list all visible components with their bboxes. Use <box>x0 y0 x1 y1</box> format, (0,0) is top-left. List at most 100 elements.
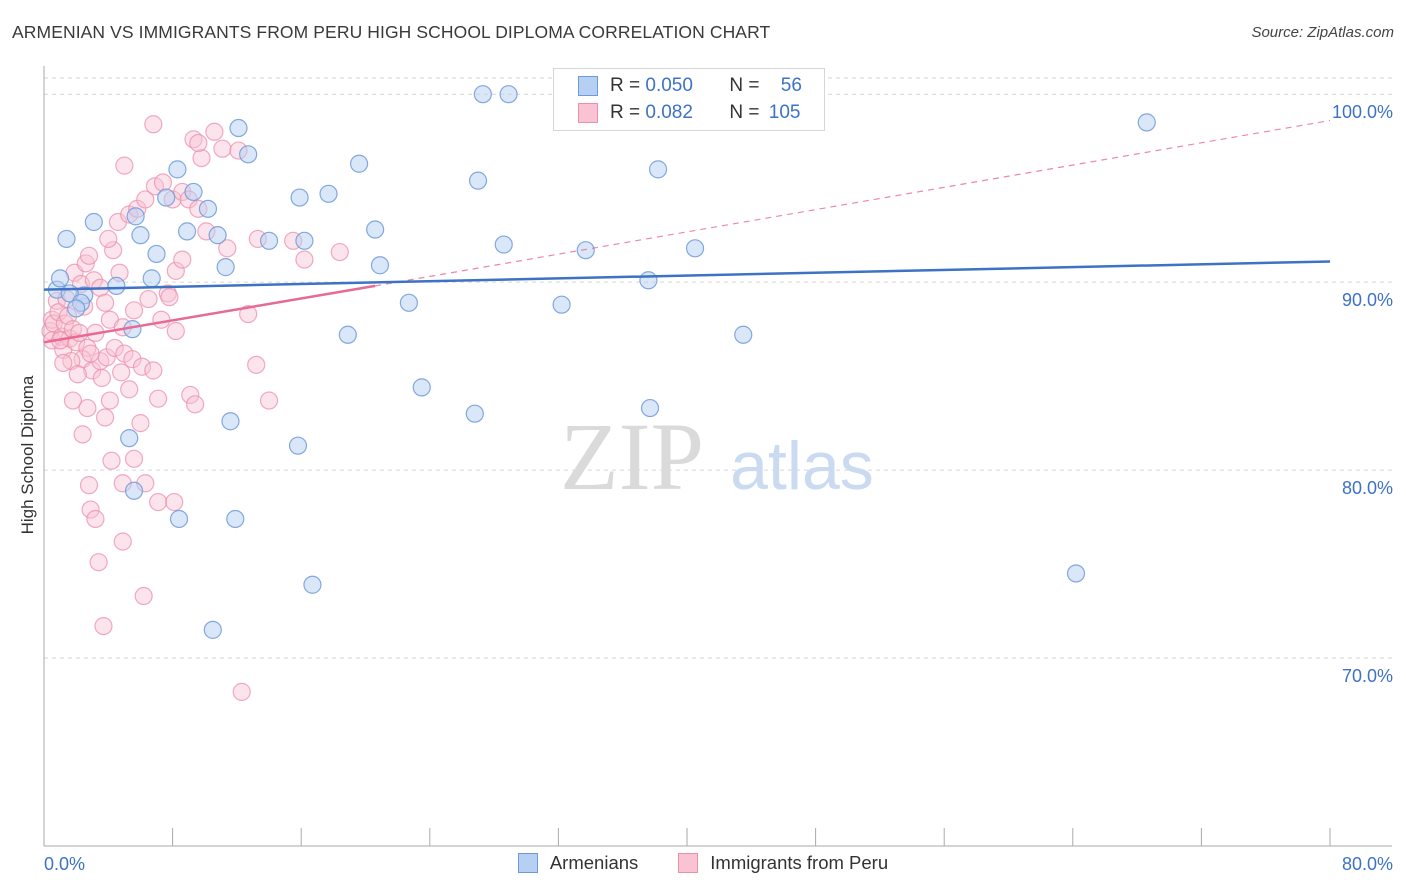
point-peru <box>78 338 97 358</box>
point-armenians <box>120 429 139 448</box>
point-armenians <box>1066 564 1086 583</box>
point-peru <box>139 289 158 309</box>
point-armenians <box>685 239 705 258</box>
trend-lines <box>43 119 1331 344</box>
legend-item-peru[interactable]: Immigrants from Peru <box>678 852 888 874</box>
point-armenians <box>576 241 595 260</box>
point-armenians <box>157 188 176 207</box>
axes <box>43 66 1392 847</box>
point-peru <box>81 500 100 519</box>
point-peru <box>186 395 205 414</box>
point-peru <box>218 239 237 258</box>
point-peru <box>239 304 258 324</box>
point-peru <box>166 261 185 280</box>
trend-line-peru <box>43 284 376 344</box>
point-peru <box>102 451 121 470</box>
y-axis-label: High School Diploma <box>18 375 37 535</box>
point-armenians <box>239 145 258 164</box>
point-armenians <box>1137 113 1156 132</box>
point-armenians <box>639 271 658 290</box>
series-legend: Armenians Immigrants from Peru <box>0 852 1406 874</box>
point-peru <box>120 380 139 399</box>
point-armenians <box>319 184 338 203</box>
point-peru <box>152 310 171 329</box>
point-peru <box>247 355 266 374</box>
point-peru <box>144 115 163 134</box>
point-armenians <box>184 182 203 202</box>
point-armenians <box>107 276 126 296</box>
point-armenians <box>208 226 227 245</box>
point-peru <box>205 122 224 141</box>
point-peru <box>136 190 155 209</box>
point-peru <box>144 361 163 380</box>
point-armenians <box>473 85 492 104</box>
point-peru <box>78 398 97 418</box>
point-peru <box>54 353 73 373</box>
point-peru <box>131 414 150 433</box>
point-peru <box>232 682 251 701</box>
peru-swatch <box>678 853 699 873</box>
r-value: 0.082 <box>645 102 693 123</box>
point-armenians <box>169 509 189 529</box>
stats-legend-row-armenians: R = 0.050 N = 56 <box>578 73 802 99</box>
point-peru <box>70 323 89 342</box>
point-peru <box>81 344 100 363</box>
series-armenians-points <box>47 85 1156 639</box>
n-value: 105 <box>768 102 801 123</box>
point-peru <box>149 389 168 408</box>
n-label: N = <box>729 75 765 96</box>
point-peru <box>115 156 134 175</box>
point-peru <box>94 616 113 636</box>
y-tick-label: 90.0% <box>1342 290 1393 310</box>
point-peru <box>95 408 115 427</box>
point-peru <box>123 350 142 369</box>
stats-legend: R = 0.050 N = 56 R = 0.082 N = 105 <box>553 68 825 131</box>
point-armenians <box>494 235 513 254</box>
point-peru <box>330 242 349 262</box>
point-peru <box>213 139 232 158</box>
n-label: N = <box>729 102 765 123</box>
legend-label-peru: Immigrants from Peru <box>710 852 889 873</box>
point-armenians <box>412 378 431 397</box>
point-peru <box>99 229 118 249</box>
point-armenians <box>198 199 218 218</box>
legend-label-armenians: Armenians <box>549 852 639 873</box>
x-tick-label-max: 80.0% <box>1342 854 1393 874</box>
point-armenians <box>126 207 145 226</box>
point-peru <box>124 449 144 468</box>
watermark-zip: ZIP <box>560 403 704 510</box>
point-armenians <box>259 231 279 250</box>
point-armenians <box>84 212 103 232</box>
point-armenians <box>734 325 753 344</box>
watermark-atlas: atlas <box>730 428 874 504</box>
point-armenians <box>147 244 166 264</box>
point-armenians <box>203 620 222 639</box>
point-armenians <box>399 293 419 312</box>
point-armenians <box>338 325 357 344</box>
point-peru <box>89 553 108 572</box>
point-peru <box>79 476 99 495</box>
legend-item-armenians[interactable]: Armenians <box>517 852 639 874</box>
point-peru <box>132 357 152 376</box>
y-tick-label: 70.0% <box>1342 666 1393 686</box>
point-peru <box>100 391 120 410</box>
point-armenians <box>499 85 518 104</box>
point-peru <box>68 365 87 384</box>
point-armenians <box>468 171 488 190</box>
point-peru <box>160 288 179 307</box>
point-peru <box>149 492 168 512</box>
source-label: Source: ZipAtlas.com <box>1251 24 1394 41</box>
point-armenians <box>57 229 76 249</box>
watermark: ZIP atlas <box>560 403 874 510</box>
point-armenians <box>370 256 390 275</box>
trend-line-peru-extrapolated <box>375 119 1331 287</box>
point-peru <box>192 148 211 168</box>
point-armenians <box>131 226 150 245</box>
point-peru <box>49 303 68 322</box>
point-peru <box>113 532 132 551</box>
point-peru <box>134 586 153 606</box>
x-tick-label-min: 0.0% <box>44 854 85 874</box>
point-armenians <box>226 509 245 529</box>
point-peru <box>95 293 115 312</box>
